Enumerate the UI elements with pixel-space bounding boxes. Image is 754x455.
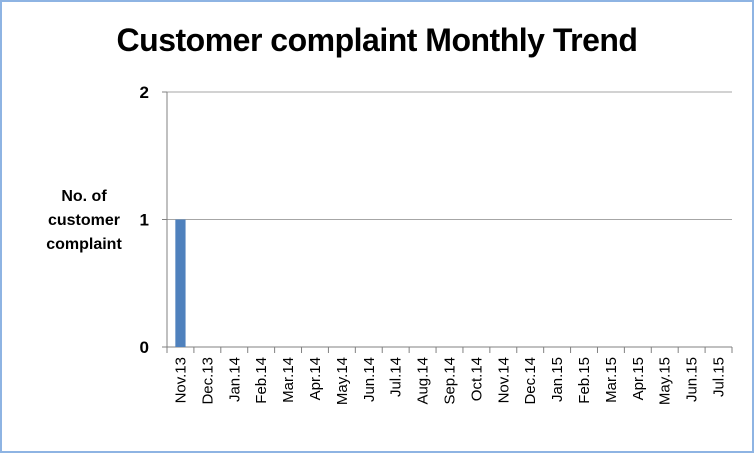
- x-tick-label: Mar.15: [603, 357, 620, 403]
- y-tick-label: 1: [140, 211, 149, 230]
- x-tick-label: Feb.15: [576, 357, 593, 404]
- x-tick-label: Oct.14: [468, 357, 485, 401]
- x-tick-label: Nov.13: [172, 357, 189, 403]
- bar: [175, 219, 186, 347]
- x-tick-label: Aug.14: [415, 357, 432, 405]
- y-tick-label: 2: [140, 83, 149, 102]
- x-tick-label: Nov.14: [495, 357, 512, 403]
- x-tick-label: Feb.14: [253, 357, 270, 404]
- x-tick-label: May.14: [334, 357, 351, 405]
- x-tick-label: Jun.15: [684, 357, 701, 402]
- x-tick-label: Dec.13: [199, 357, 216, 405]
- x-tick-label: Jul.15: [711, 357, 728, 397]
- x-tick-label: Jul.14: [388, 357, 405, 397]
- x-tick-label: Sep.14: [442, 357, 459, 405]
- y-axis-label: No. of customer complaint: [46, 188, 122, 253]
- x-tick-label: Apr.15: [630, 357, 647, 400]
- x-tick-label: Dec.14: [522, 357, 539, 405]
- x-tick-label: Jun.14: [361, 357, 378, 402]
- x-tick-label: Mar.14: [280, 357, 297, 403]
- x-tick-label: Apr.14: [307, 357, 324, 400]
- x-tick-label: Jan.15: [549, 357, 566, 402]
- chart-title: Customer complaint Monthly Trend: [116, 22, 638, 58]
- x-tick-label: Jan.14: [226, 357, 243, 402]
- y-tick-label: 0: [140, 338, 149, 357]
- x-tick-label: May.15: [657, 357, 674, 405]
